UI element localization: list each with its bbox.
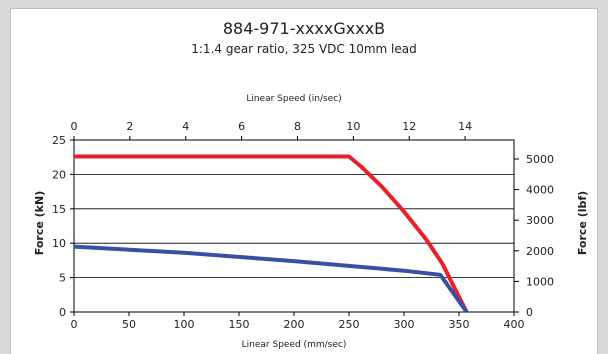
y-right-tick-label: 1000 xyxy=(526,275,554,288)
x-top-tick-label: 8 xyxy=(294,120,301,133)
series-line-blue xyxy=(73,244,469,314)
x-top-tick-label: 4 xyxy=(182,120,189,133)
y-axis-label-right: Force (lbf) xyxy=(576,191,589,255)
series-line-red xyxy=(74,154,469,313)
x-tick-label: 350 xyxy=(449,318,470,331)
y-axis-label: Force (kN) xyxy=(33,191,46,255)
y-tick-label: 20 xyxy=(52,168,66,181)
y-tick-label: 15 xyxy=(52,203,66,216)
x-tick-label: 200 xyxy=(284,318,305,331)
chart-subtitle: 1:1.4 gear ratio, 325 VDC 10mm lead xyxy=(191,42,417,56)
y-right-tick-label: 5000 xyxy=(526,153,554,166)
y-right-tick-label: 2000 xyxy=(526,245,554,258)
x-top-tick-label: 2 xyxy=(126,120,133,133)
x-tick-label: 300 xyxy=(394,318,415,331)
y-tick-label: 25 xyxy=(52,134,66,147)
chart-panel xyxy=(10,8,598,354)
y-tick-label: 10 xyxy=(52,237,66,250)
y-tick-label: 0 xyxy=(59,306,66,319)
x-top-tick-label: 14 xyxy=(458,120,472,133)
y-right-tick-label: 3000 xyxy=(526,214,554,227)
chart-title: 884-971-xxxxGxxxB xyxy=(223,19,385,38)
x-tick-label: 0 xyxy=(71,318,78,331)
y-right-tick-label: 0 xyxy=(526,306,533,319)
plot-area: 0 50 100 150 200 250 300 350 4000 2 4 6 8 10 12 1405101… xyxy=(52,120,554,331)
x-tick-label: 400 xyxy=(504,318,525,331)
x-top-tick-label: 10 xyxy=(346,120,360,133)
x-axis-label-top: Linear Speed (in/sec) xyxy=(246,94,341,104)
y-tick-label: 5 xyxy=(59,272,66,285)
x-tick-label: 100 xyxy=(174,318,195,331)
x-top-tick-label: 6 xyxy=(238,120,245,133)
x-axis-label: Linear Speed (mm/sec) xyxy=(242,340,347,350)
y-right-tick-label: 4000 xyxy=(526,184,554,197)
x-tick-label: 50 xyxy=(122,318,136,331)
x-tick-label: 250 xyxy=(339,318,360,331)
x-tick-label: 150 xyxy=(229,318,250,331)
x-top-tick-label: 12 xyxy=(402,120,416,133)
x-top-tick-label: 0 xyxy=(71,120,78,133)
